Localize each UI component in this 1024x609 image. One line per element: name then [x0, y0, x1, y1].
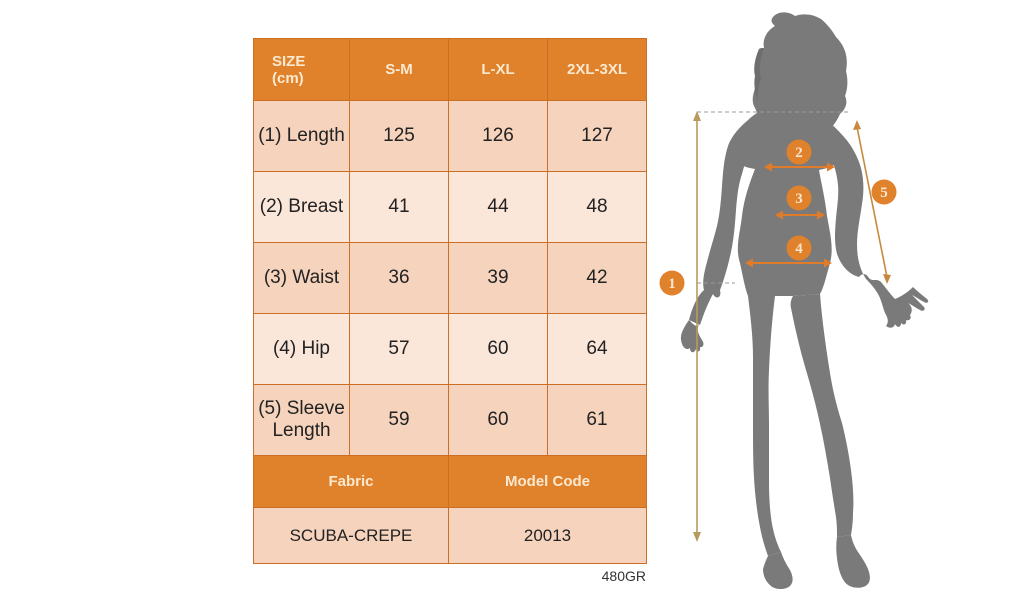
svg-text:1: 1	[668, 276, 676, 292]
svg-text:5: 5	[880, 185, 888, 201]
svg-text:4: 4	[795, 241, 803, 257]
svg-text:2: 2	[795, 145, 803, 161]
svg-text:3: 3	[795, 191, 803, 207]
